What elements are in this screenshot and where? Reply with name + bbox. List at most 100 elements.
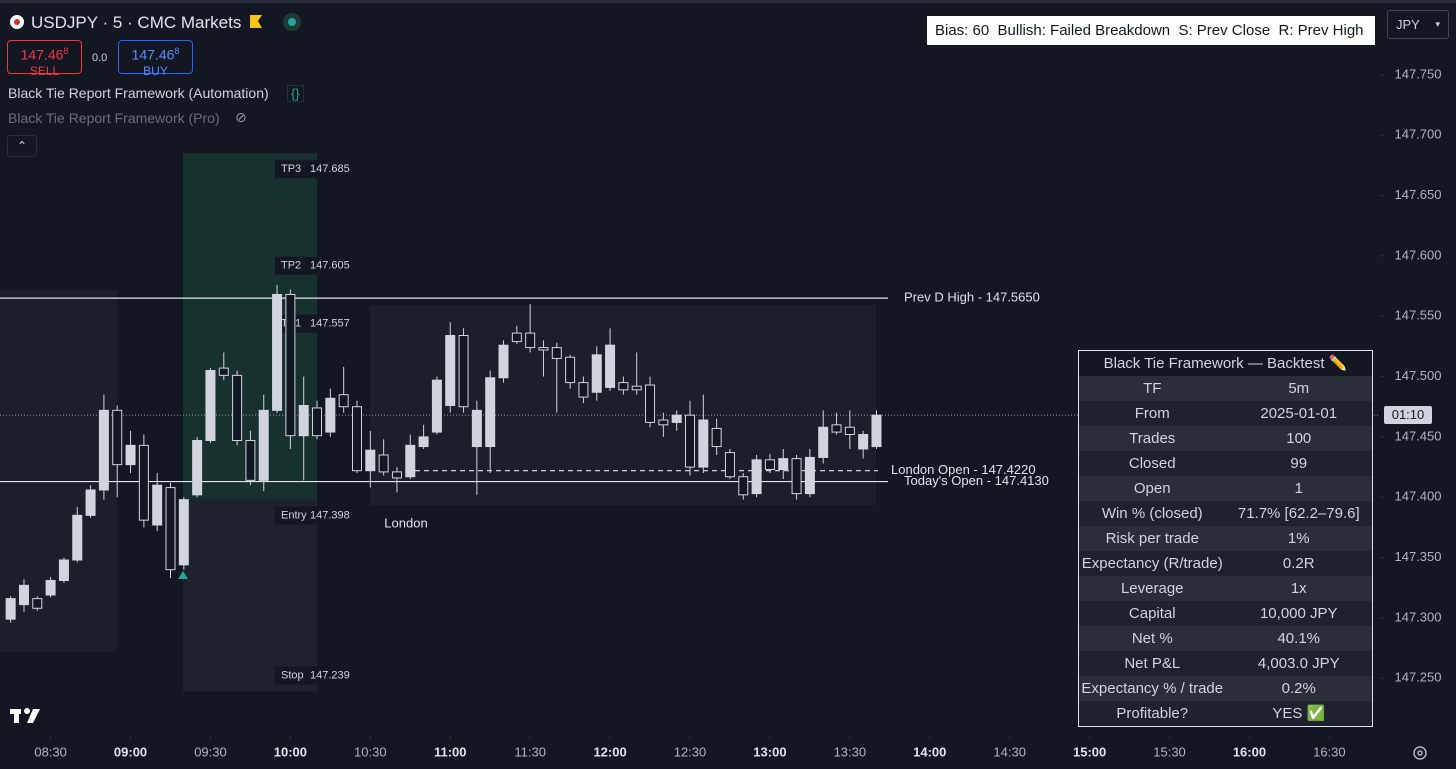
table-row: TF 5m <box>1079 376 1372 401</box>
candle-body <box>405 444 416 478</box>
indicator-name[interactable]: Black Tie Report Framework (Pro) <box>8 110 220 126</box>
candle-body <box>538 347 549 351</box>
level-label: Prev D High - 147.5650 <box>904 290 1040 305</box>
y-tick-label: 147.650 <box>1395 187 1442 202</box>
table-key: Expectancy % / trade <box>1081 680 1224 697</box>
axes: 147.250 147.300 147.350 147.400 147.450 147.5… <box>34 66 1441 759</box>
candle-body <box>152 484 163 526</box>
candle-body <box>18 584 29 606</box>
table-value: 1% <box>1287 530 1310 547</box>
candle-body <box>485 377 496 448</box>
table-row: Capital 10,000 JPY <box>1079 601 1372 626</box>
risk-zone <box>183 499 317 692</box>
candle-body <box>791 458 802 495</box>
table-row: Expectancy % / trade 0.2% <box>1079 676 1372 701</box>
table-value: 2025-01-01 <box>1260 405 1338 422</box>
table-title: Black Tie Framework — Backtest ✏️ <box>1103 355 1348 372</box>
candle-body <box>804 456 815 495</box>
session-label: London <box>384 515 427 530</box>
y-tick-label: 147.750 <box>1395 66 1442 81</box>
candle-body <box>631 385 642 391</box>
candle-body <box>418 436 429 448</box>
collapse-button[interactable]: ⌃ <box>7 135 37 157</box>
table-key: TF <box>1143 380 1162 397</box>
candle-body <box>245 440 256 481</box>
x-tick-label: 09:30 <box>194 744 227 759</box>
candle-body <box>685 414 695 468</box>
table-value: 4,003.0 JPY <box>1257 655 1340 672</box>
backtest-table: Black Tie Framework — Backtest ✏️ TF 5m Fr… <box>1078 350 1373 727</box>
y-tick-label: 147.600 <box>1395 247 1442 262</box>
hidden-icon[interactable]: ⊘ <box>235 109 247 125</box>
top-border <box>0 0 1456 3</box>
trade-value: 147.605 <box>310 260 350 272</box>
table-row: Open 1 <box>1079 476 1372 501</box>
x-tick-label: 12:30 <box>674 744 707 759</box>
candle-body <box>671 414 682 423</box>
y-tick-label: 147.700 <box>1395 127 1442 142</box>
trade-label-bg <box>275 160 357 179</box>
candle-body <box>58 559 69 582</box>
table-row: From 2025-01-01 <box>1079 401 1372 426</box>
x-tick-label: 15:00 <box>1073 744 1106 759</box>
table-value: 1 <box>1294 480 1303 497</box>
candle-body <box>738 476 749 496</box>
table-key: From <box>1134 405 1170 422</box>
trade-label: TP2 <box>281 260 301 272</box>
indicator-icon[interactable]: {} <box>287 85 304 102</box>
table-key: Open <box>1133 480 1171 497</box>
candle-body <box>232 374 243 442</box>
buy-button[interactable]: 147.468 BUY <box>118 40 193 78</box>
table-key: Net P&L <box>1124 655 1181 672</box>
table-value: 1x <box>1290 580 1307 597</box>
table-row: Closed 99 <box>1079 451 1372 476</box>
table-key: Leverage <box>1120 580 1184 597</box>
candle-body <box>125 444 136 466</box>
candle-body <box>551 347 562 359</box>
spread: 0.0 <box>92 52 108 64</box>
tv-logo <box>10 708 40 723</box>
candle-body <box>858 433 869 450</box>
sell-button[interactable]: 147.468 SELL <box>7 40 82 78</box>
candle-body <box>724 452 735 478</box>
flag-icon-dot <box>14 19 20 25</box>
candle-body <box>365 449 376 472</box>
table-key: Risk per trade <box>1105 530 1199 547</box>
candle-body <box>112 409 123 466</box>
level-label: Today's Open - 147.4130 <box>904 473 1049 488</box>
y-tick-label: 147.250 <box>1395 670 1442 685</box>
candle-body <box>325 397 336 433</box>
trade-value: 147.557 <box>310 318 350 330</box>
table-key: Profitable? <box>1116 705 1189 722</box>
trade-value: 147.685 <box>310 163 350 175</box>
currency-select[interactable]: JPY ▾ <box>1387 10 1449 39</box>
candle-body <box>338 394 349 408</box>
table-row: Trades 100 <box>1079 426 1372 451</box>
y-tick-label: 147.450 <box>1395 428 1442 443</box>
trade-label-bg <box>275 666 357 685</box>
x-tick-label: 16:00 <box>1233 744 1266 759</box>
table-value: 40.1% <box>1277 630 1321 647</box>
candle-body <box>578 382 589 398</box>
candle-body <box>778 458 789 470</box>
indicator-name[interactable]: Black Tie Report Framework (Automation) <box>8 85 269 101</box>
status-dot <box>288 18 296 26</box>
currency: JPY <box>1396 17 1420 32</box>
candle-body <box>258 409 269 481</box>
candle-body <box>431 379 442 433</box>
candles <box>5 284 882 623</box>
table-row: Win % (closed) 71.7% [62.2–79.6] <box>1079 501 1372 526</box>
candle-body <box>511 332 522 343</box>
candle-body <box>471 409 482 448</box>
candle-body <box>378 454 389 473</box>
candle-body <box>138 444 149 521</box>
candle-body <box>72 514 83 561</box>
x-tick-label: 10:30 <box>354 744 387 759</box>
settings-icon[interactable] <box>1413 746 1427 760</box>
x-tick-label: 13:00 <box>753 744 786 759</box>
candle-body <box>458 335 469 408</box>
candle-body <box>605 344 616 388</box>
symbol-title: USDJPY · 5 · CMC Markets <box>31 13 242 32</box>
signal-marker <box>178 571 188 579</box>
